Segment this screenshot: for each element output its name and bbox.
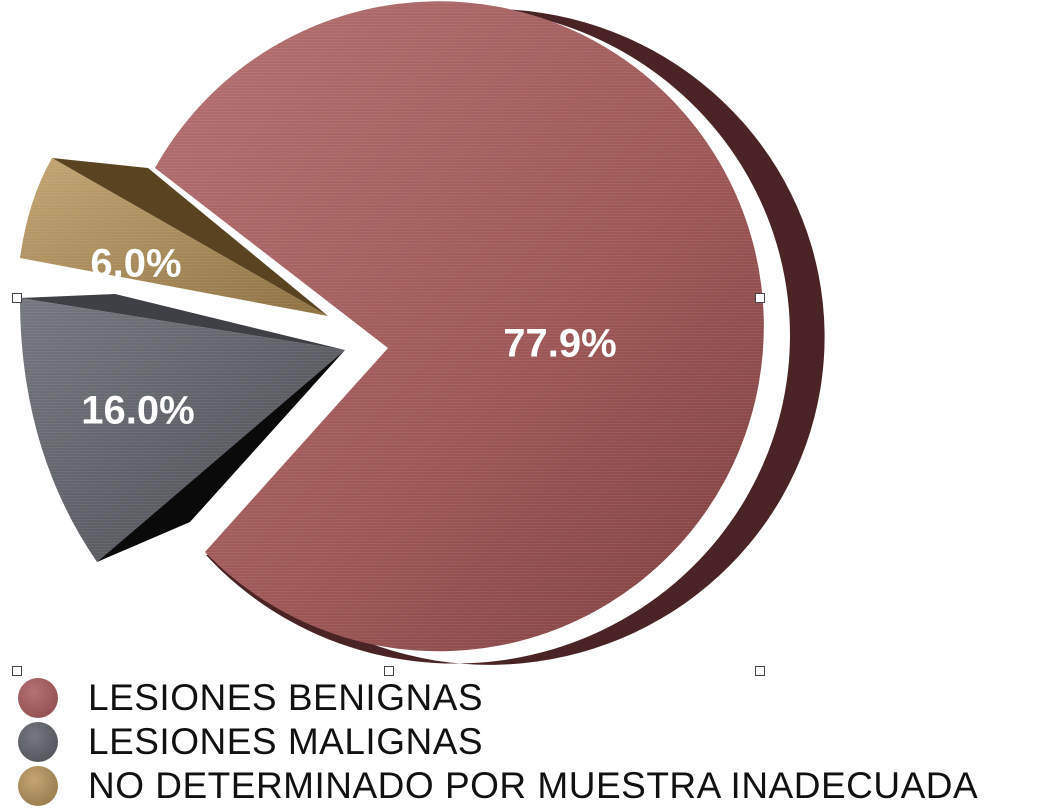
legend-item-undetermined[interactable]: NO DETERMINADO POR MUESTRA INADECUADA: [18, 764, 978, 808]
legend-swatch-malign: [18, 722, 58, 762]
slice-malign[interactable]: [20, 294, 345, 350]
legend: LESIONES BENIGNAS LESIONES MALIGNAS NO D…: [18, 676, 978, 808]
selection-handle[interactable]: [384, 666, 394, 676]
slice-label-malign: 16.0%: [81, 389, 194, 433]
legend-swatch-undetermined: [18, 766, 58, 806]
selection-handle[interactable]: [12, 666, 22, 676]
selection-handle[interactable]: [755, 666, 765, 676]
slice-label-benign: 77.9%: [503, 322, 616, 366]
selection-handle[interactable]: [12, 293, 22, 303]
selection-handle[interactable]: [755, 293, 765, 303]
legend-item-malign[interactable]: LESIONES MALIGNAS: [18, 720, 978, 764]
legend-swatch-benign: [18, 678, 58, 718]
legend-item-benign[interactable]: LESIONES BENIGNAS: [18, 676, 978, 720]
legend-label-undetermined: NO DETERMINADO POR MUESTRA INADECUADA: [88, 765, 979, 806]
legend-label-benign: LESIONES BENIGNAS: [88, 677, 484, 718]
slice-label-undetermined: 6.0%: [90, 242, 181, 286]
legend-label-malign: LESIONES MALIGNAS: [88, 721, 484, 762]
pie-chart: 77.9% 16.0% 6.0%: [20, 1, 825, 665]
